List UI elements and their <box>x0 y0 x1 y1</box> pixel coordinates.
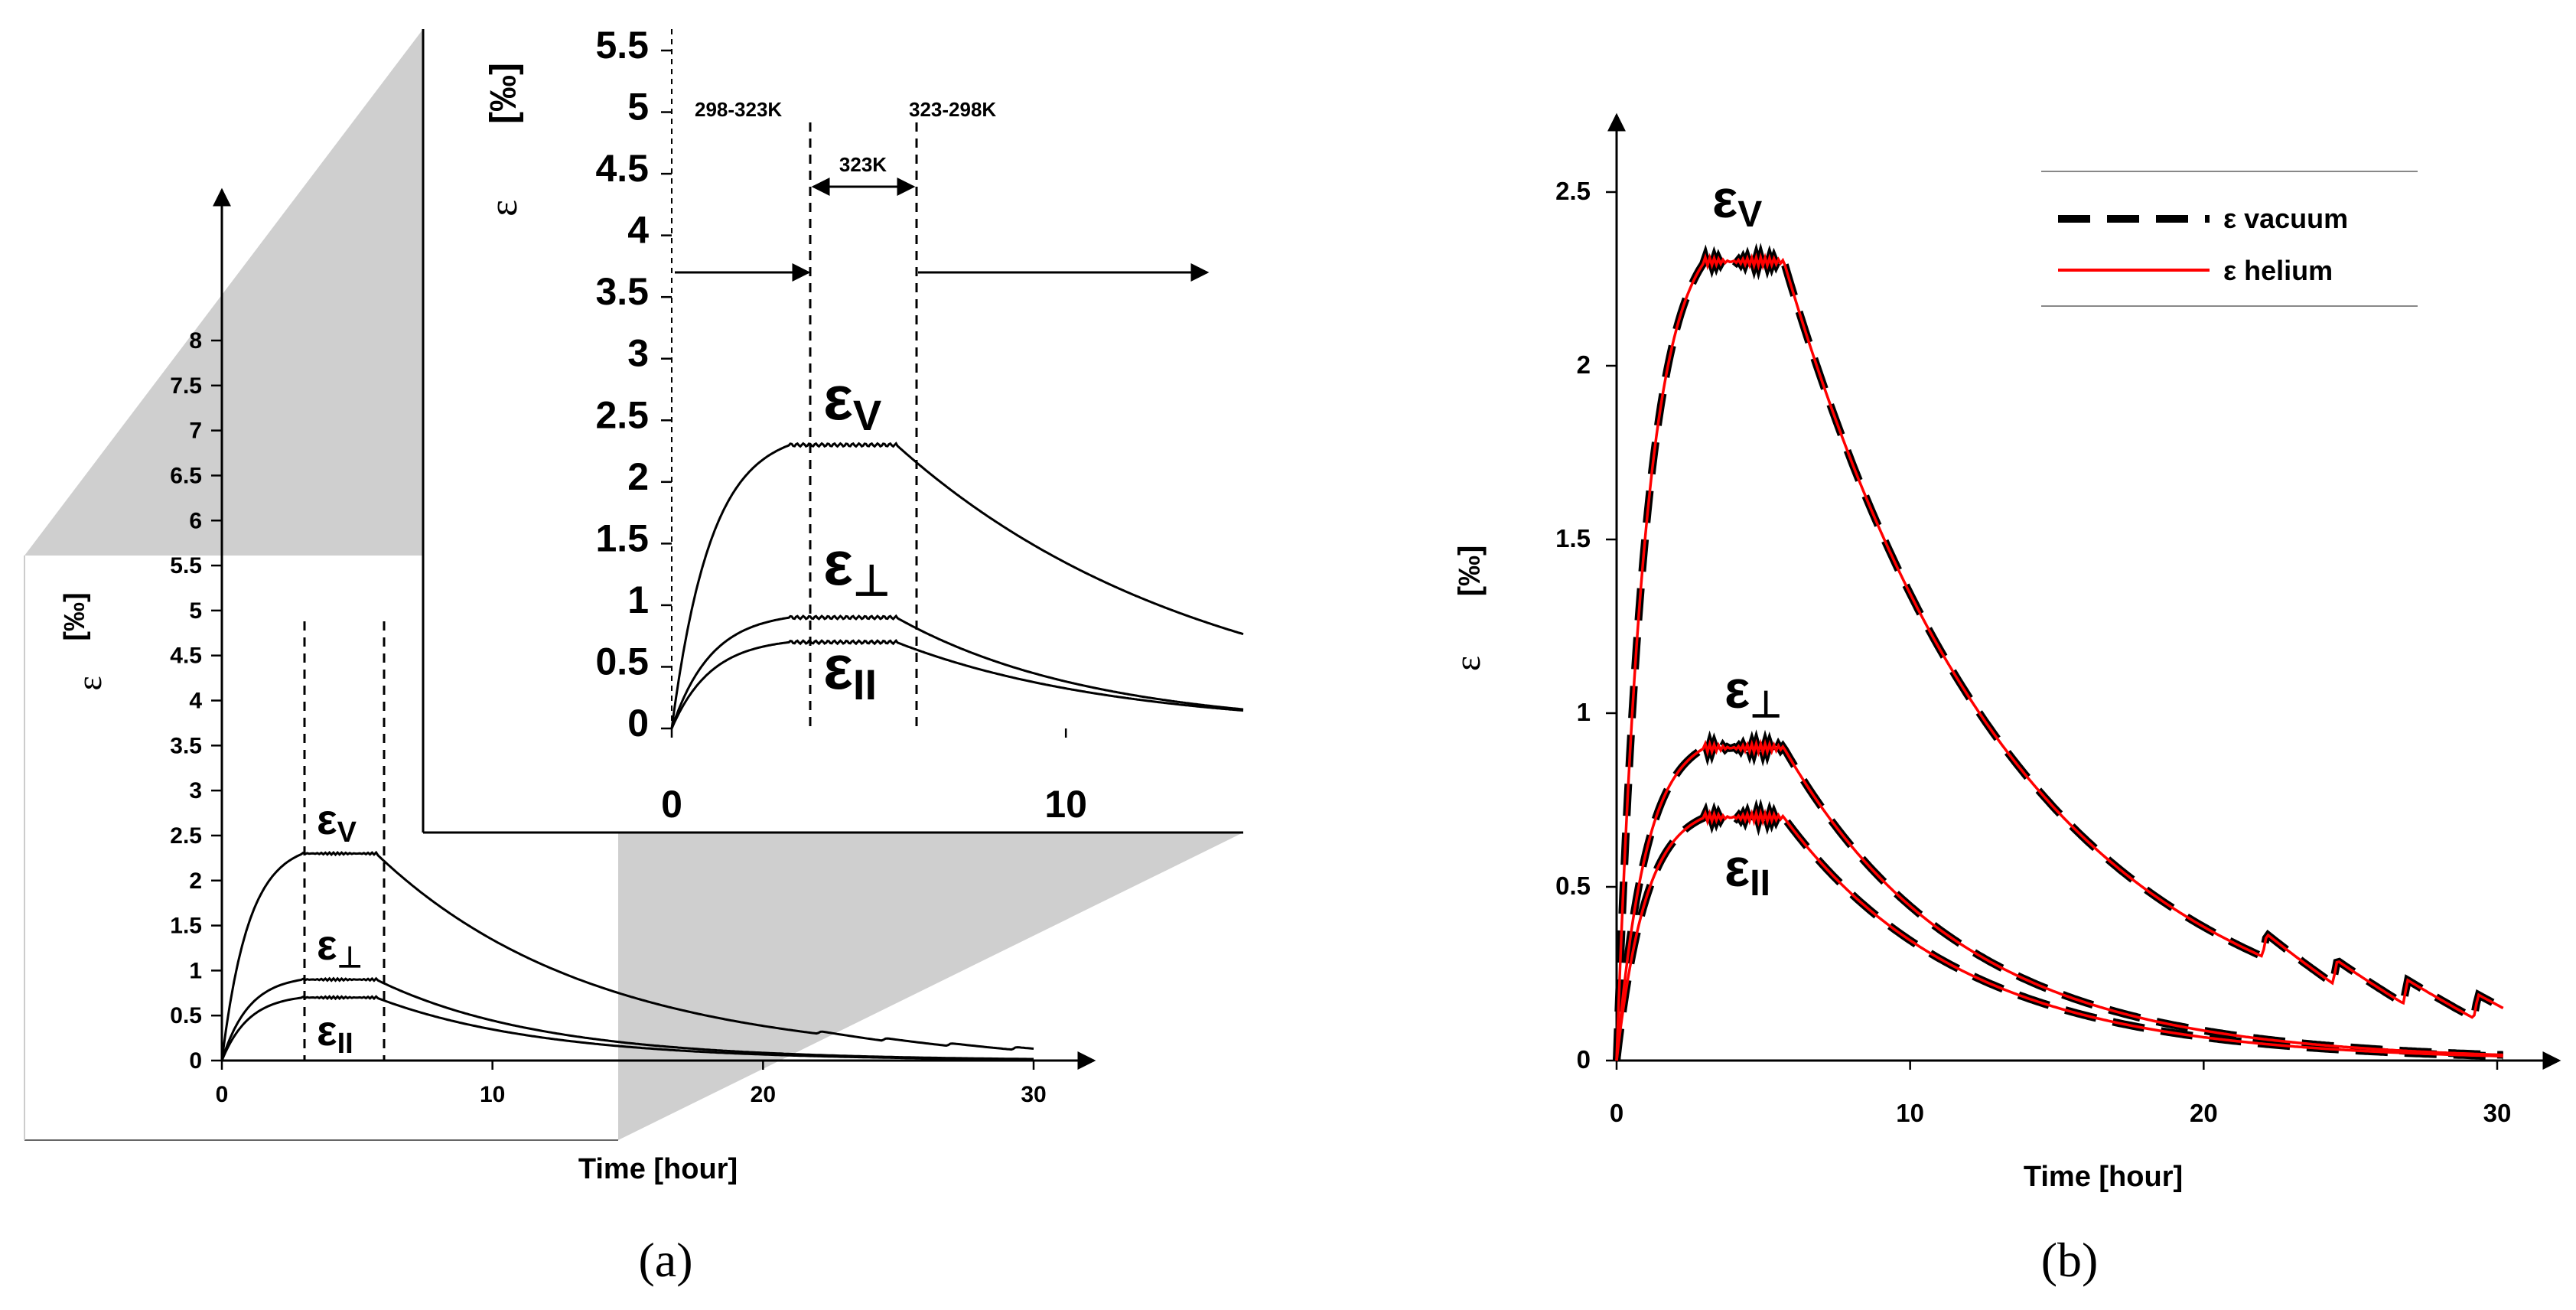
y-tick-label: 3 <box>627 332 649 375</box>
y-tick-label: 7.5 <box>170 373 202 399</box>
y-tick-label: 1.5 <box>1555 524 1591 552</box>
x-tick-label: 0 <box>661 783 682 826</box>
panel-a: 00.511.522.533.544.555.566.577.58 0 10 20 3… <box>24 24 1244 1287</box>
legend-label-helium: ε helium <box>2223 255 2333 286</box>
a-label-eps-par: εII <box>317 1006 353 1060</box>
a-y-label: ε <box>70 676 109 690</box>
y-tick-label: 2 <box>627 455 649 498</box>
zoom-shade-bottom <box>618 833 1243 1140</box>
b-curve-helium-eps-par <box>1615 808 2503 1061</box>
y-tick-label: 1 <box>189 958 202 983</box>
y-tick-label: 0.5 <box>1555 872 1591 900</box>
inset-x-ticks: 0 10 <box>661 728 1087 826</box>
y-tick-label: 5 <box>627 86 649 129</box>
curve-eps-par <box>220 995 1034 1061</box>
inset-curve-eps-perp <box>670 614 1244 729</box>
y-tick-label: 7 <box>189 419 202 444</box>
b-x-ticks: 0 10 20 30 <box>1610 1061 2512 1127</box>
main-x-ticks: 0 10 20 30 <box>216 1061 1047 1107</box>
y-tick-label: 2 <box>1577 350 1591 379</box>
zoom-shade-top <box>24 29 423 556</box>
hold-label: 323K <box>839 153 887 176</box>
a-label-eps-perp: ε⊥ <box>317 921 363 974</box>
b-axes <box>1607 112 2561 1070</box>
a-label-eps-v: εV <box>317 795 357 849</box>
inset-y-ticks: 0 0.5 1 1.5 2 2.5 3 3.5 4 4.5 5 5.5 <box>595 24 672 745</box>
b-x-label: Time [hour] <box>2024 1161 2183 1193</box>
y-tick-label: 1.5 <box>170 914 202 939</box>
y-tick-label: 6.5 <box>170 463 202 488</box>
panel-b: 0 0.5 1 1.5 2 2.5 0 10 20 30 ε [‰] Time [hour] ε… <box>1448 112 2561 1287</box>
inset-label-eps-perp: ε⊥ <box>823 529 891 604</box>
y-tick-label: 0 <box>189 1048 202 1074</box>
x-tick-label: 20 <box>2190 1099 2218 1127</box>
x-tick-label: 10 <box>1044 783 1087 826</box>
legend-label-vacuum: ε vacuum <box>2223 203 2348 234</box>
y-tick-label: 6 <box>189 508 202 533</box>
y-tick-label: 4.5 <box>595 147 649 190</box>
b-label-eps-v: εV <box>1712 169 1762 235</box>
b-y-unit: [‰] <box>1453 546 1487 597</box>
inset-y-label: ε <box>482 200 526 217</box>
x-tick-label: 30 <box>2483 1099 2512 1127</box>
b-label-eps-perp: ε⊥ <box>1724 660 1782 725</box>
b-curve-helium-eps-perp <box>1615 738 2503 1061</box>
curve-eps-v <box>220 850 1034 1061</box>
y-tick-label: 8 <box>189 328 202 354</box>
a-y-unit: [‰] <box>59 592 91 640</box>
y-tick-label: 2.5 <box>1555 177 1591 205</box>
inset-label-eps-v: εV <box>823 363 881 439</box>
y-tick-label: 2.5 <box>170 823 202 849</box>
a-x-label: Time [hour] <box>578 1153 738 1185</box>
y-tick-label: 5.5 <box>170 553 202 578</box>
x-tick-label: 0 <box>1610 1099 1623 1127</box>
inset-curve-eps-v <box>670 442 1244 729</box>
y-tick-label: 5 <box>189 598 202 624</box>
x-tick-label: 10 <box>1896 1099 1924 1127</box>
main-y-ticks: 0 0.5 1 1.5 2 2.5 3 3.5 4 4.5 5 5.5 6 6.5 7 7.5 8 <box>170 328 222 1074</box>
panel-a-label: (a) <box>638 1233 692 1287</box>
y-tick-label: 3 <box>189 778 202 803</box>
b-curve-helium-eps-v <box>1615 252 2504 1061</box>
cooling-label: 323-298K <box>909 98 996 121</box>
x-tick-label: 30 <box>1021 1082 1046 1107</box>
y-tick-label: 1.5 <box>595 517 649 559</box>
b-legend: ε vacuum ε helium <box>2041 171 2418 307</box>
inset-label-eps-par: εII <box>823 633 877 709</box>
y-tick-label: 4 <box>189 689 202 714</box>
y-tick-label: 4 <box>627 209 649 252</box>
inset: 0 0.5 1 1.5 2 2.5 3 3.5 4 4.5 5 5.5 0 10 298-323K 32… <box>422 24 1244 834</box>
y-tick-label: 1 <box>1577 698 1591 726</box>
heating-label: 298-323K <box>695 98 782 121</box>
b-y-ticks: 0 0.5 1 1.5 2 2.5 <box>1555 177 1617 1074</box>
inset-curve-eps-par <box>670 639 1244 729</box>
b-y-label: ε <box>1448 656 1488 671</box>
y-tick-label: 3.5 <box>595 270 649 313</box>
y-tick-label: 0.5 <box>595 640 649 683</box>
y-tick-label: 0.5 <box>170 1003 202 1028</box>
main-axes <box>213 187 1096 1070</box>
y-tick-label: 0 <box>627 702 649 745</box>
y-tick-label: 3.5 <box>170 733 202 758</box>
x-tick-label: 10 <box>480 1082 505 1107</box>
y-tick-label: 4.5 <box>170 644 202 669</box>
x-tick-label: 0 <box>216 1082 229 1107</box>
x-tick-label: 20 <box>751 1082 776 1107</box>
b-label-eps-par: εII <box>1724 838 1770 904</box>
y-tick-label: 0 <box>1577 1045 1591 1074</box>
y-tick-label: 2.5 <box>595 393 649 436</box>
y-tick-label: 5.5 <box>595 24 649 67</box>
panel-b-label: (b) <box>2041 1233 2099 1287</box>
y-tick-label: 1 <box>627 578 649 621</box>
y-tick-label: 2 <box>189 868 202 894</box>
inset-frame <box>423 29 1243 833</box>
inset-y-unit: [‰] <box>484 63 524 124</box>
